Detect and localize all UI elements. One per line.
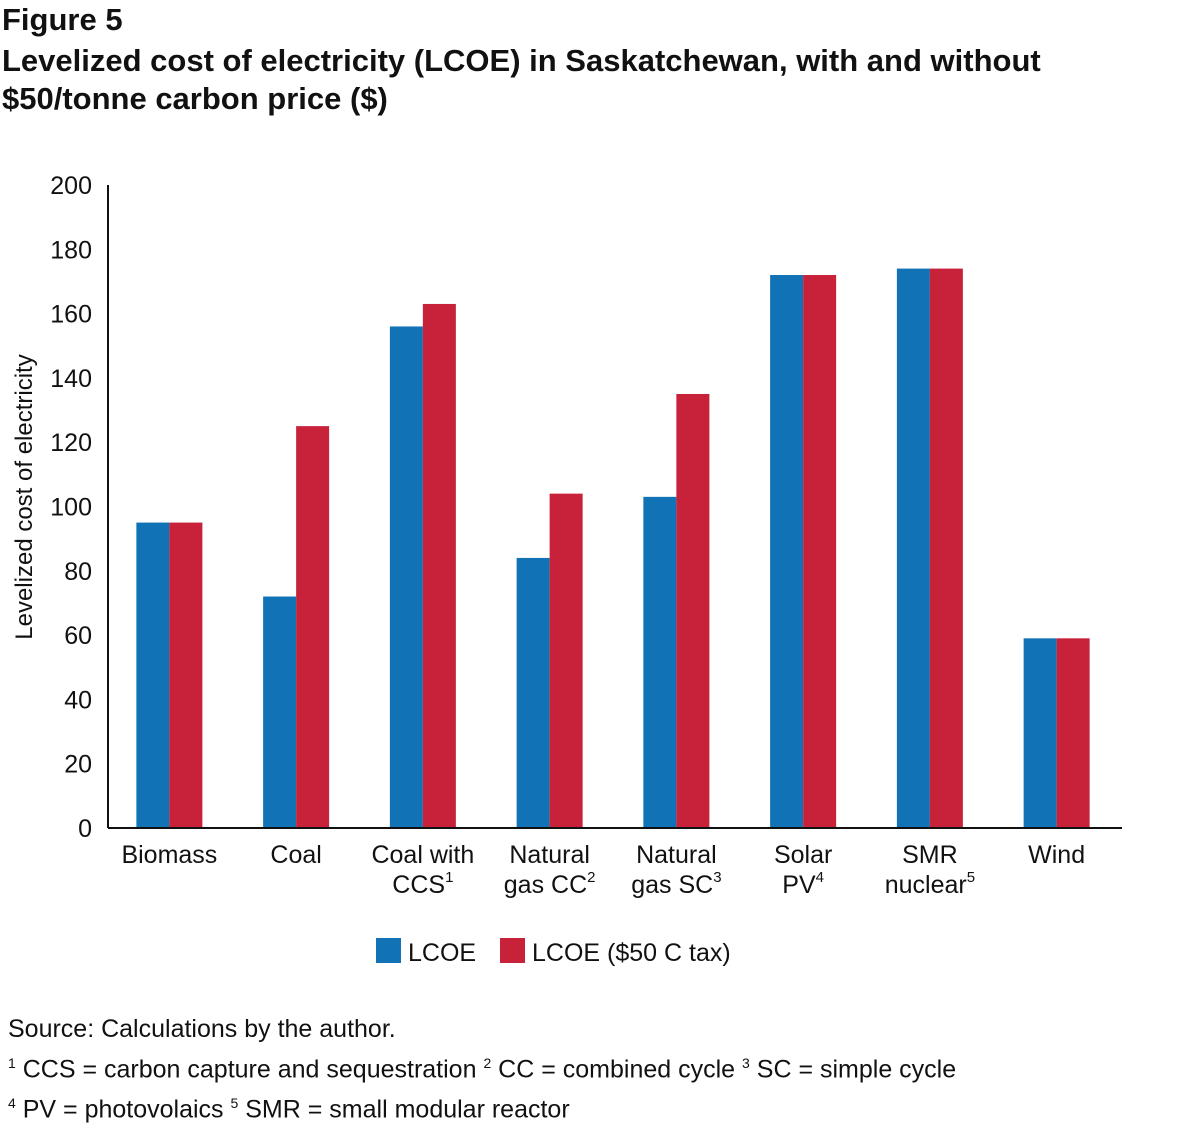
y-tick-label: 0 (78, 815, 92, 843)
source-note: Source: Calculations by the author. (8, 1015, 396, 1043)
bar (169, 522, 203, 828)
y-tick-label: 80 (64, 558, 92, 586)
bar (676, 393, 710, 828)
bar (1023, 638, 1057, 828)
y-tick-label: 100 (50, 494, 92, 522)
y-tick-label: 140 (50, 365, 92, 393)
legend: LCOE LCOE ($50 C tax) (376, 938, 731, 967)
x-tick-label: Wind (1028, 841, 1085, 869)
bars (136, 268, 1090, 829)
bar (136, 522, 170, 828)
y-tick-label: 160 (50, 301, 92, 329)
bar (516, 557, 550, 828)
bar (643, 496, 677, 828)
x-tick-superscript: 4 (816, 869, 824, 886)
y-axis: 0 20 40 60 80 100 120 140 160 180 200 (50, 172, 109, 843)
figure-label: Figure 5 (2, 2, 123, 37)
bar-chart: 0 20 40 60 80 100 120 140 160 180 200 Biomass Coal C… (11, 172, 1122, 967)
footnote-line-1: 1 CCS = carbon capture and sequestration… (8, 1055, 957, 1084)
y-tick-label: 20 (64, 751, 92, 779)
legend-swatch (376, 938, 401, 963)
x-tick-superscript: 2 (587, 869, 595, 886)
footnotes: Source: Calculations by the author. 1 CC… (8, 1012, 956, 1127)
bar (422, 303, 456, 829)
legend-label: LCOE ($50 C tax) (532, 939, 731, 967)
y-tick-label: 200 (50, 172, 92, 200)
y-tick-label: 180 (50, 236, 92, 264)
y-tick-label: 60 (64, 622, 92, 650)
bar (929, 268, 963, 829)
bar (896, 268, 930, 829)
x-tick-label: SMR nuclear5 (885, 841, 975, 899)
x-tick-label: Biomass (121, 841, 217, 869)
bar (803, 275, 837, 828)
footnote-line-2: 4 PV = photovolaics 5 SMR = small modula… (8, 1095, 570, 1124)
bar (263, 596, 297, 828)
y-tick-label: 120 (50, 429, 92, 457)
x-tick-label: Coal with CCS1 (371, 841, 474, 899)
chart-title: Levelized cost of electricity (LCOE) in … (2, 43, 1041, 116)
x-tick-superscript: 5 (967, 869, 975, 886)
y-tick-label: 40 (64, 686, 92, 714)
x-tick-label: Coal (270, 841, 321, 869)
x-tick-label: Natural gas SC3 (631, 841, 721, 899)
legend-swatch (500, 938, 525, 963)
bar (770, 275, 804, 828)
bar (1056, 638, 1090, 828)
x-tick-superscript: 1 (445, 869, 453, 886)
legend-label: LCOE (408, 939, 476, 967)
x-tick-label: Solar PV4 (774, 841, 832, 899)
bar (549, 493, 583, 828)
x-tick-superscript: 3 (713, 869, 721, 886)
bar (296, 426, 330, 828)
x-axis: Biomass Coal Coal with CCS1 Natural gas CC2 Na… (108, 827, 1122, 899)
bar (389, 326, 423, 828)
y-axis-label: Levelized cost of electricity (11, 354, 38, 639)
x-tick-label: Natural gas CC2 (504, 841, 596, 899)
